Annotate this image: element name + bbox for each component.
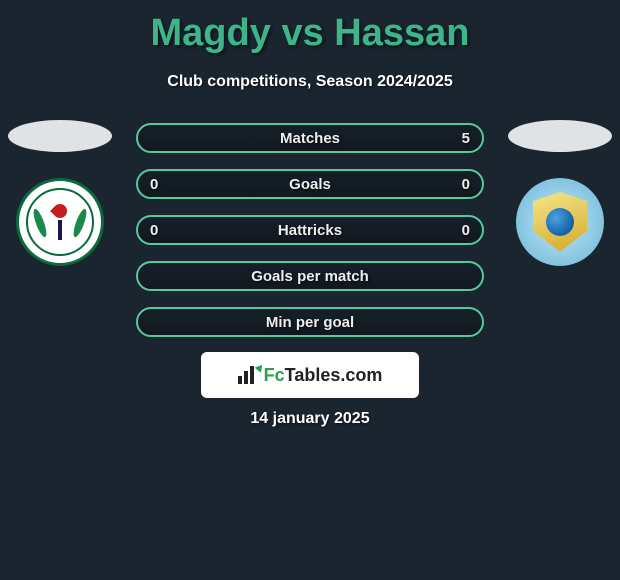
stat-right-value: 0 xyxy=(462,176,470,193)
stat-left-value: 0 xyxy=(150,222,158,239)
laurel-left-icon xyxy=(31,208,49,239)
laurel-right-icon xyxy=(71,208,89,239)
brand-text: FcTables.com xyxy=(264,365,383,386)
club-logo-left xyxy=(16,178,104,266)
player1-name: Magdy xyxy=(151,12,271,54)
club-left-emblem xyxy=(26,188,94,256)
shield-icon xyxy=(533,192,587,252)
stat-label: Min per goal xyxy=(266,314,354,331)
stat-left-value: 0 xyxy=(150,176,158,193)
competition-subtitle: Club competitions, Season 2024/2025 xyxy=(0,73,620,91)
stat-row-goals-per-match: Goals per match xyxy=(136,261,484,291)
stat-right-value: 5 xyxy=(462,130,470,147)
player1-avatar-placeholder xyxy=(8,120,112,152)
date-label: 14 january 2025 xyxy=(0,410,620,428)
stat-row-hattricks: 0 Hattricks 0 xyxy=(136,215,484,245)
comparison-title: Magdy vs Hassan xyxy=(0,0,620,55)
stat-row-goals: 0 Goals 0 xyxy=(136,169,484,199)
stat-label: Matches xyxy=(280,130,340,147)
bar-chart-icon xyxy=(238,366,260,384)
club-logo-right xyxy=(516,178,604,266)
brand-suffix: Tables.com xyxy=(285,365,383,385)
player2-avatar-placeholder xyxy=(508,120,612,152)
vs-text: vs xyxy=(281,12,323,54)
brand-prefix: Fc xyxy=(264,365,285,385)
torch-icon xyxy=(52,204,68,240)
stats-container: Matches 5 0 Goals 0 0 Hattricks 0 Goals … xyxy=(136,123,484,353)
stat-label: Goals per match xyxy=(251,268,369,285)
stat-row-min-per-goal: Min per goal xyxy=(136,307,484,337)
player2-name: Hassan xyxy=(334,12,469,54)
branding-badge: FcTables.com xyxy=(201,352,419,398)
stat-right-value: 0 xyxy=(462,222,470,239)
stat-label: Goals xyxy=(289,176,331,193)
football-icon xyxy=(546,208,574,236)
stat-label: Hattricks xyxy=(278,222,342,239)
stat-row-matches: Matches 5 xyxy=(136,123,484,153)
